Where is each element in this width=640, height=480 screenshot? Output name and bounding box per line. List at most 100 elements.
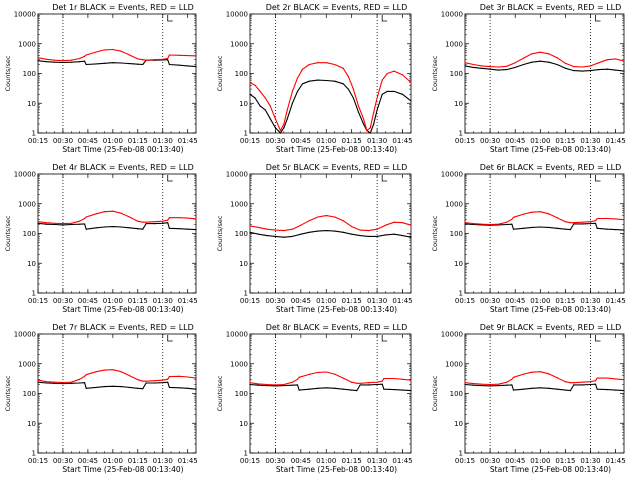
- y-tick-label: 10000: [441, 331, 463, 339]
- events-series-point: [45, 61, 47, 63]
- y-axis-label: Counts/sec: [431, 215, 439, 251]
- events-series: [249, 230, 412, 238]
- events-series-point: [522, 227, 525, 229]
- lld-series-point: [283, 230, 285, 232]
- events-series-point: [401, 389, 404, 391]
- lld-series-point: [383, 377, 385, 380]
- lld-series-point: [556, 217, 558, 219]
- y-tick-label: 1000: [445, 200, 463, 208]
- x-tick-label: 01:00: [316, 457, 336, 465]
- lld-series-point: [393, 221, 395, 223]
- lld-series: [37, 369, 197, 384]
- events-series-point: [383, 388, 385, 390]
- lld-series-point: [259, 90, 261, 93]
- events-series-point: [606, 68, 608, 70]
- events-series-point: [369, 132, 371, 134]
- y-tick-label: 10: [27, 100, 36, 108]
- lld-series-point: [78, 378, 81, 380]
- events-series-point: [83, 382, 86, 384]
- y-tick-label: 1: [32, 290, 36, 298]
- events-series-point: [548, 387, 550, 389]
- lld-series-point: [598, 62, 600, 64]
- lld-series-point: [128, 216, 131, 218]
- x-tick-label: 01:45: [392, 457, 412, 465]
- panel-title: Det 8r BLACK = Events, RED = LLD: [266, 323, 408, 332]
- lld-series-point: [497, 383, 500, 385]
- y-tick-label: 10000: [441, 11, 463, 19]
- lld-series-point: [594, 220, 597, 222]
- events-series-point: [512, 389, 515, 391]
- lld-series-point: [384, 224, 387, 226]
- x-tick-label: 01:45: [606, 297, 626, 305]
- lld-series-point: [548, 53, 550, 55]
- x-tick-label: 00:45: [505, 457, 525, 465]
- lld-series-point: [564, 381, 567, 383]
- lld-series-point: [128, 374, 131, 377]
- lld-series-point: [623, 219, 625, 221]
- events-series-point: [368, 384, 370, 386]
- y-tick-label: 1000: [445, 360, 463, 368]
- lld-series-point: [393, 377, 395, 380]
- events-series-point: [103, 226, 106, 228]
- y-tick-label: 10: [239, 260, 248, 268]
- lld-series-point: [120, 371, 122, 373]
- lld-series-point: [178, 54, 180, 56]
- lld-series-point: [472, 383, 474, 385]
- events-series-point: [300, 233, 302, 235]
- events-series-point: [564, 67, 567, 69]
- panel-title: Det 2r BLACK = Events, RED = LLD: [266, 3, 408, 12]
- lld-series-point: [373, 111, 375, 113]
- lld-series-point: [352, 88, 354, 90]
- events-series-point: [85, 387, 87, 389]
- events-series-point: [167, 381, 169, 383]
- lld-series-point: [573, 382, 575, 384]
- lld-series-point: [83, 55, 86, 57]
- events-series-point: [296, 90, 299, 93]
- events-series-point: [298, 389, 300, 391]
- events-series-point: [269, 118, 271, 120]
- x-axis-label: Start Time (25-Feb-08 00:13:40): [490, 145, 611, 154]
- lld-series-point: [615, 58, 617, 60]
- x-axis-label: Start Time (25-Feb-08 00:13:40): [276, 305, 397, 314]
- y-axis-label: Counts/sec: [4, 375, 12, 411]
- events-series-point: [257, 233, 260, 235]
- lld-series-point: [70, 381, 72, 383]
- panel-det-5r: Det 5r BLACK = Events, RED = LLD 00:15 00:…: [216, 163, 413, 314]
- events-series-point: [573, 384, 575, 386]
- lld-series-point: [274, 384, 277, 386]
- lld-series-point: [342, 220, 344, 222]
- x-tick-label: 01:00: [530, 297, 550, 305]
- y-tick-label: 10: [454, 260, 463, 268]
- events-series-point: [539, 226, 541, 228]
- x-axis-label: Start Time (25-Feb-08 00:13:40): [62, 465, 183, 474]
- events-series-point: [296, 384, 299, 386]
- x-tick-label: 01:00: [530, 457, 550, 465]
- lld-series-point: [300, 224, 302, 226]
- lld-series-point: [85, 216, 87, 218]
- events-series-point: [410, 236, 412, 238]
- lld-series-point: [308, 220, 310, 222]
- lld-series-point: [296, 378, 299, 380]
- y-tick-label: 1000: [18, 40, 36, 48]
- events-series-point: [162, 222, 164, 224]
- bracket-marker: [595, 335, 601, 342]
- lld-series-point: [120, 50, 122, 52]
- events-series-point: [531, 61, 533, 63]
- x-axis-label: Start Time (25-Feb-08 00:13:40): [62, 305, 183, 314]
- events-series-point: [308, 388, 310, 390]
- lld-series-point: [112, 48, 114, 51]
- lld-series-point: [410, 81, 412, 84]
- events-series-point: [342, 388, 344, 390]
- events-series-point: [120, 226, 122, 228]
- lld-series-point: [168, 217, 170, 219]
- events-series-point: [623, 70, 625, 72]
- x-tick-label: 00:45: [78, 297, 98, 305]
- x-tick-label: 00:15: [240, 137, 260, 145]
- lld-series-point: [187, 217, 189, 219]
- events-series-point: [283, 236, 285, 238]
- events-series-point: [342, 83, 344, 85]
- events-series-point: [573, 70, 575, 72]
- events-series-point: [596, 227, 598, 229]
- events-series-point: [128, 386, 131, 389]
